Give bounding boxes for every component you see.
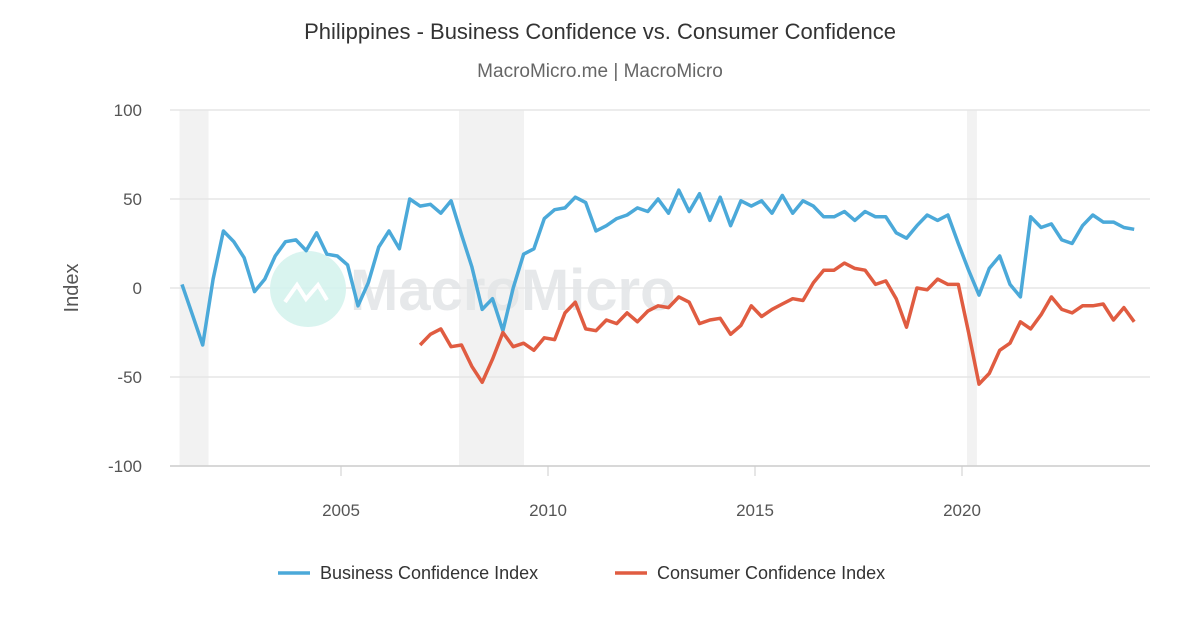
series-line-business-confidence xyxy=(180,188,1135,347)
y-tick-label: 50 xyxy=(123,190,142,209)
y-axis-title: Index xyxy=(61,264,83,313)
watermark-logo-chart-icon xyxy=(283,281,329,304)
x-tick-label: 2010 xyxy=(529,501,567,520)
legend: Business Confidence Index Consumer Confid… xyxy=(278,563,885,583)
legend-item-label: Consumer Confidence Index xyxy=(657,563,885,583)
chart-subtitle: MacroMicro.me | MacroMicro xyxy=(477,61,723,82)
x-tick-label: 2020 xyxy=(943,501,981,520)
chart-title: Philippines - Business Confidence vs. Co… xyxy=(304,19,896,44)
watermark: MacroMicro xyxy=(270,251,676,327)
y-tick-label: -50 xyxy=(117,368,142,387)
y-tick-label: 100 xyxy=(114,101,142,120)
watermark-logo-icon xyxy=(270,251,346,327)
series-line-consumer-confidence xyxy=(418,261,1136,386)
y-tick-label: -100 xyxy=(108,457,142,476)
y-tick-label: 0 xyxy=(133,279,142,298)
x-tick-label: 2015 xyxy=(736,501,774,520)
x-tick-label: 2005 xyxy=(322,501,360,520)
legend-item-label: Business Confidence Index xyxy=(320,563,538,583)
